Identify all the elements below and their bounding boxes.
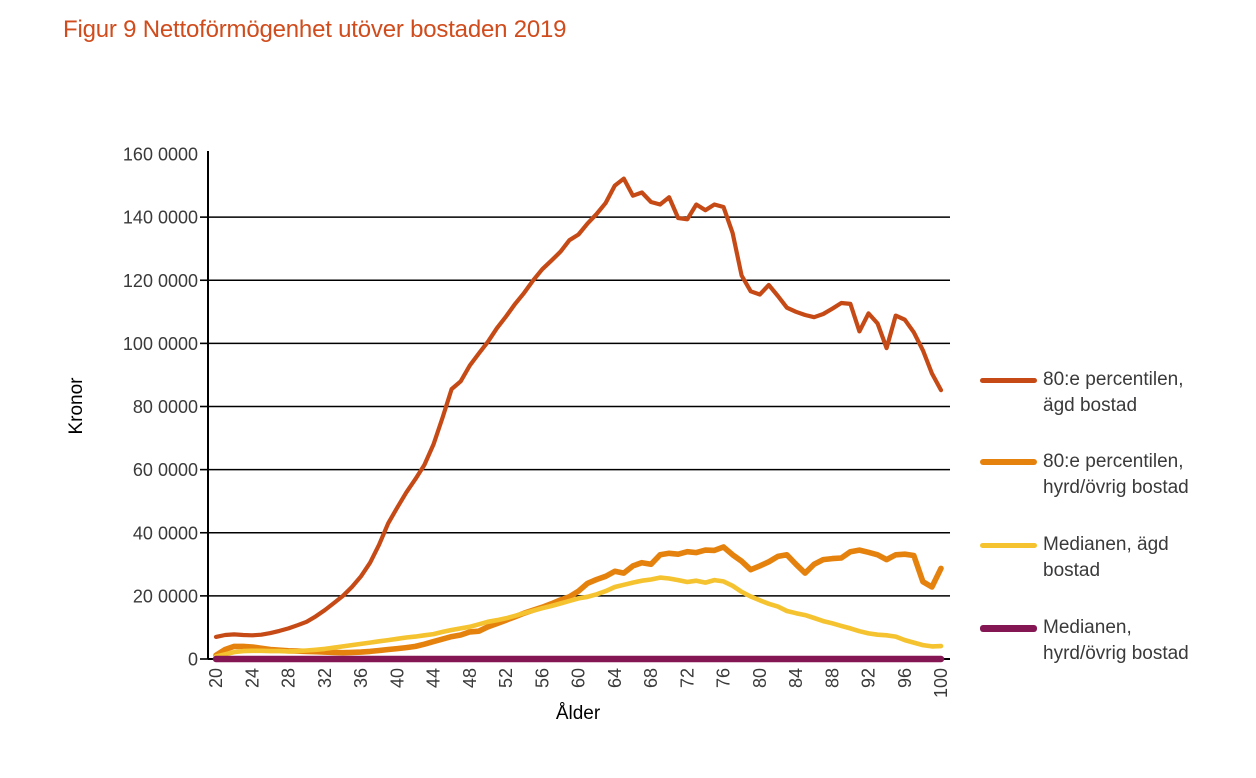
x-tick-label: 36 [351, 668, 371, 688]
x-tick-label: 40 [387, 668, 407, 688]
x-tick-label: 56 [532, 668, 552, 688]
x-tick-label: 64 [605, 668, 625, 688]
figure-title: Figur 9 Nettoförmögenhet utöver bostaden… [63, 16, 567, 43]
x-axis-title: Ålder [556, 703, 601, 724]
y-axis-title: Kronor [66, 377, 87, 435]
series-line-p80-agd [213, 176, 944, 640]
y-tick-label: 100 0000 [123, 334, 198, 354]
x-tick-label: 24 [242, 668, 262, 688]
y-tick-label: 40 0000 [133, 523, 198, 543]
x-tick-label: 88 [822, 668, 842, 688]
x-tick-label: 20 [206, 668, 226, 688]
x-tick-label: 44 [424, 668, 444, 688]
series-line-p80-hyrd [213, 544, 944, 659]
x-tick-label: 28 [279, 668, 299, 688]
series-line-median-agd [213, 575, 944, 659]
y-tick-label: 60 0000 [133, 460, 198, 480]
x-tick-label: 84 [786, 668, 806, 688]
x-tick-label: 92 [859, 668, 879, 688]
y-tick-label: 20 0000 [133, 586, 198, 606]
y-tick-label: 0 [188, 650, 198, 670]
x-tick-label: 48 [460, 668, 480, 688]
x-tick-label: 96 [895, 668, 915, 688]
x-tick-label: 52 [496, 668, 516, 688]
y-tick-label: 140 0000 [123, 208, 198, 228]
x-tick-label: 68 [641, 668, 661, 688]
y-tick-label: 160 0000 [123, 145, 198, 165]
x-tick-label: 72 [677, 668, 697, 688]
x-tick-label: 60 [569, 668, 589, 688]
x-tick-label: 100 [931, 668, 951, 698]
y-tick-label: 80 0000 [133, 397, 198, 417]
x-tick-label: 76 [714, 668, 734, 688]
y-tick-label: 120 0000 [123, 271, 198, 291]
x-tick-label: 32 [315, 668, 335, 688]
x-tick-label: 80 [750, 668, 770, 688]
